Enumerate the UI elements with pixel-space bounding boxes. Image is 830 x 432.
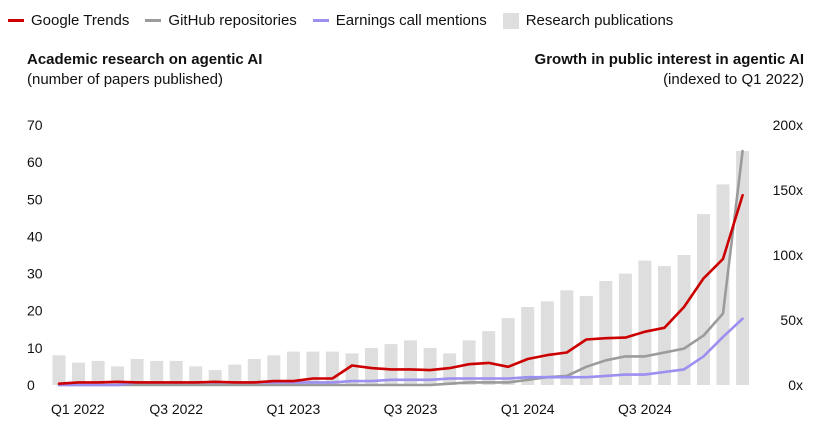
publication-bar [130,359,144,385]
publication-bar [560,290,574,385]
github-repositories-swatch [145,19,162,22]
publication-bar [501,318,515,385]
publication-bar [150,360,164,385]
publication-bar [267,355,281,385]
left-axis-ticks: 0 10 20 30 40 50 60 70 [27,117,43,393]
publication-bar [697,214,710,385]
legend-label: Research publications [525,12,674,29]
publication-bar [384,344,398,385]
publication-bar [228,364,242,385]
left-axis-subtitle: (number of papers published) [27,71,223,88]
publication-bar [599,281,613,385]
publication-bar [618,273,632,385]
left-axis-tick-label: 60 [27,154,43,170]
left-axis-tick-label: 70 [27,117,43,133]
right-axis-tick-label: 100x [773,247,803,263]
publication-bar [72,362,85,385]
bars-layer [52,151,750,385]
lines-layer [57,149,744,387]
right-axis-ticks: 0x 50x 100x 150x 200x [773,117,803,393]
publication-bar [189,366,203,385]
left-axis-tick-label: 20 [27,303,43,319]
legend-item-github-repositories: GitHub repositories [145,12,297,29]
publication-bar [286,351,300,385]
left-axis-tick-label: 40 [27,228,43,244]
right-axis-tick-label: 0x [788,377,803,393]
x-axis-tick-label: Q3 2023 [384,401,438,417]
publication-bar [365,347,378,385]
x-axis-tick-label: Q1 2024 [501,401,555,417]
left-axis-title-bold: Academic research on agentic AI [27,51,263,68]
google-trends-swatch [8,19,24,22]
right-axis-title: Growth in public interest in agentic AI … [535,50,804,90]
publication-bar [325,351,339,385]
publication-bar [521,307,535,385]
left-axis-title: Academic research on agentic AI (number … [27,50,262,90]
x-axis-tick-label: Q1 2023 [267,401,321,417]
right-axis-subtitle: (indexed to Q1 2022) [663,71,804,88]
right-axis-tick-label: 50x [780,312,803,328]
publication-bar [462,340,476,385]
publication-bar [111,366,125,385]
x-axis-tick-label: Q3 2022 [149,401,203,417]
right-axis-tick-label: 150x [773,182,803,198]
left-axis-tick-label: 30 [27,266,43,282]
publication-bar [52,355,66,385]
publication-bar [540,301,554,385]
publication-bar [482,331,496,385]
publication-bar [306,351,320,385]
publication-bar [657,266,671,385]
research-publications-swatch [502,12,519,29]
legend-label: Earnings call mentions [335,12,487,29]
legend-label: Google Trends [31,12,130,29]
right-axis-title-bold: Growth in public interest in agentic AI [534,51,804,68]
publication-bar [247,359,261,385]
publication-bar [677,255,691,385]
legend: Google Trends GitHub repositories Earnin… [8,12,689,29]
publication-bar [345,353,359,385]
publication-bar [638,260,652,385]
publication-bar [169,360,183,385]
google-trends-line [57,193,744,386]
left-axis-tick-label: 0 [27,377,35,393]
github-repositories-line [57,149,744,387]
x-axis-ticks: Q1 2022 Q3 2022 Q1 2023 Q3 2023 Q1 2024 Q3 20… [51,401,672,417]
legend-item-earnings-call-mentions: Earnings call mentions [312,12,487,29]
legend-item-research-publications: Research publications [502,12,674,29]
publication-bar [91,360,105,385]
legend-item-google-trends: Google Trends [8,12,129,29]
legend-label: GitHub repositories [168,12,297,29]
left-axis-tick-label: 10 [27,340,43,356]
x-axis-tick-label: Q3 2024 [618,401,672,417]
publication-bar [423,347,437,385]
x-axis-tick-label: Q1 2022 [51,401,105,417]
right-axis-tick-label: 200x [773,117,803,133]
left-axis-tick-label: 50 [27,191,43,207]
earnings-call-mentions-swatch [312,19,329,22]
publication-bar [404,340,417,385]
